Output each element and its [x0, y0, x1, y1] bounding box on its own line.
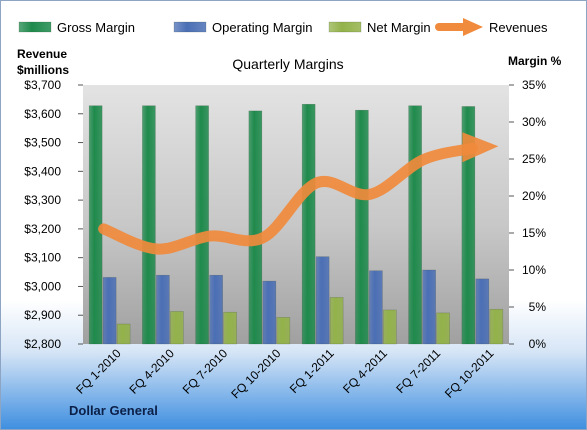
right-axis-tick-label: 5% [529, 300, 547, 314]
right-axis-tick-label: 20% [522, 189, 546, 203]
right-axis-tick-label: 30% [522, 115, 546, 129]
left-axis-tick-label: $3,300 [24, 193, 61, 207]
left-axis-tick-label: $2,800 [24, 337, 61, 351]
legend-label: Net Margin [367, 20, 431, 35]
right-axis-tick-label: 15% [522, 226, 546, 240]
bar-gross-margin [142, 105, 156, 345]
bar-operating-margin [262, 280, 277, 345]
left-axis-tick-label: $3,700 [24, 78, 61, 92]
left-axis-tick-label: $3,400 [24, 164, 61, 178]
x-axis-tick-label: FQ 1-2011 [287, 346, 337, 396]
x-axis-tick-label: FQ 10-2010 [228, 346, 283, 401]
bar-net-margin [170, 311, 184, 345]
legend: Gross Margin Operating Margin Net Margin Re… [18, 18, 548, 36]
left-axis-tick-label: $2,900 [24, 308, 61, 322]
legend-arrow-head [463, 18, 483, 36]
bar-operating-margin [475, 278, 490, 345]
x-axis-tick-label: FQ 4-2010 [127, 346, 178, 397]
footer-company-label: Dollar General [69, 403, 158, 418]
chart-title: Quarterly Margins [232, 56, 343, 72]
left-axis-title: Revenue [17, 47, 67, 61]
bar-gross-margin [248, 110, 263, 345]
right-axis-tick-label: 0% [529, 337, 547, 351]
left-axis-title-units: $millions [17, 63, 69, 77]
bar-net-margin [329, 297, 344, 345]
bar-gross-margin [408, 105, 422, 345]
x-axis-tick-label: FQ 4-2011 [340, 346, 390, 396]
bar-net-margin [223, 311, 237, 345]
left-axis-tick-label: $3,100 [24, 251, 61, 265]
revenue-line [98, 142, 478, 255]
legend-label: Revenues [489, 20, 548, 35]
x-axis-tick-label: FQ 7-2011 [393, 346, 443, 396]
left-axis-tick-label: $3,000 [24, 279, 61, 293]
bar-gross-margin [301, 103, 316, 345]
legend-swatch-gross-margin [18, 21, 52, 33]
right-axis-tick-label: 25% [522, 152, 546, 166]
bar-gross-margin [355, 109, 369, 345]
bar-operating-margin [156, 274, 170, 345]
right-axis-title: Margin % [508, 54, 562, 68]
left-axis-tick-label: $3,600 [24, 107, 61, 121]
bar-operating-margin [209, 274, 223, 345]
bar-net-margin [116, 323, 131, 345]
bar-operating-margin [102, 277, 117, 345]
bar-operating-margin [422, 269, 436, 345]
legend-label: Gross Margin [57, 20, 135, 35]
x-axis-tick-label: FQ 1-2010 [73, 346, 124, 397]
bar-gross-margin [195, 105, 209, 345]
right-axis-tick-label: 35% [522, 78, 546, 92]
x-axis-tick-label: FQ 10-2011 [442, 346, 497, 401]
legend-label: Operating Margin [212, 20, 312, 35]
left-axis-tick-label: $3,500 [24, 136, 61, 150]
revenue-arrow-head [462, 132, 499, 163]
bar-operating-margin [315, 256, 330, 345]
left-axis-tick-label: $3,200 [24, 222, 61, 236]
bar-gross-margin [461, 106, 476, 345]
bar-net-margin [276, 317, 291, 345]
bar-net-margin [489, 308, 504, 345]
bar-operating-margin [369, 270, 383, 345]
x-axis-tick-label: FQ 7-2010 [180, 346, 231, 397]
legend-swatch-operating-margin [173, 21, 207, 33]
legend-swatch-net-margin [328, 21, 362, 33]
right-axis-tick-label: 10% [522, 263, 546, 277]
bar-net-margin [436, 312, 450, 345]
bar-net-margin [383, 309, 397, 345]
